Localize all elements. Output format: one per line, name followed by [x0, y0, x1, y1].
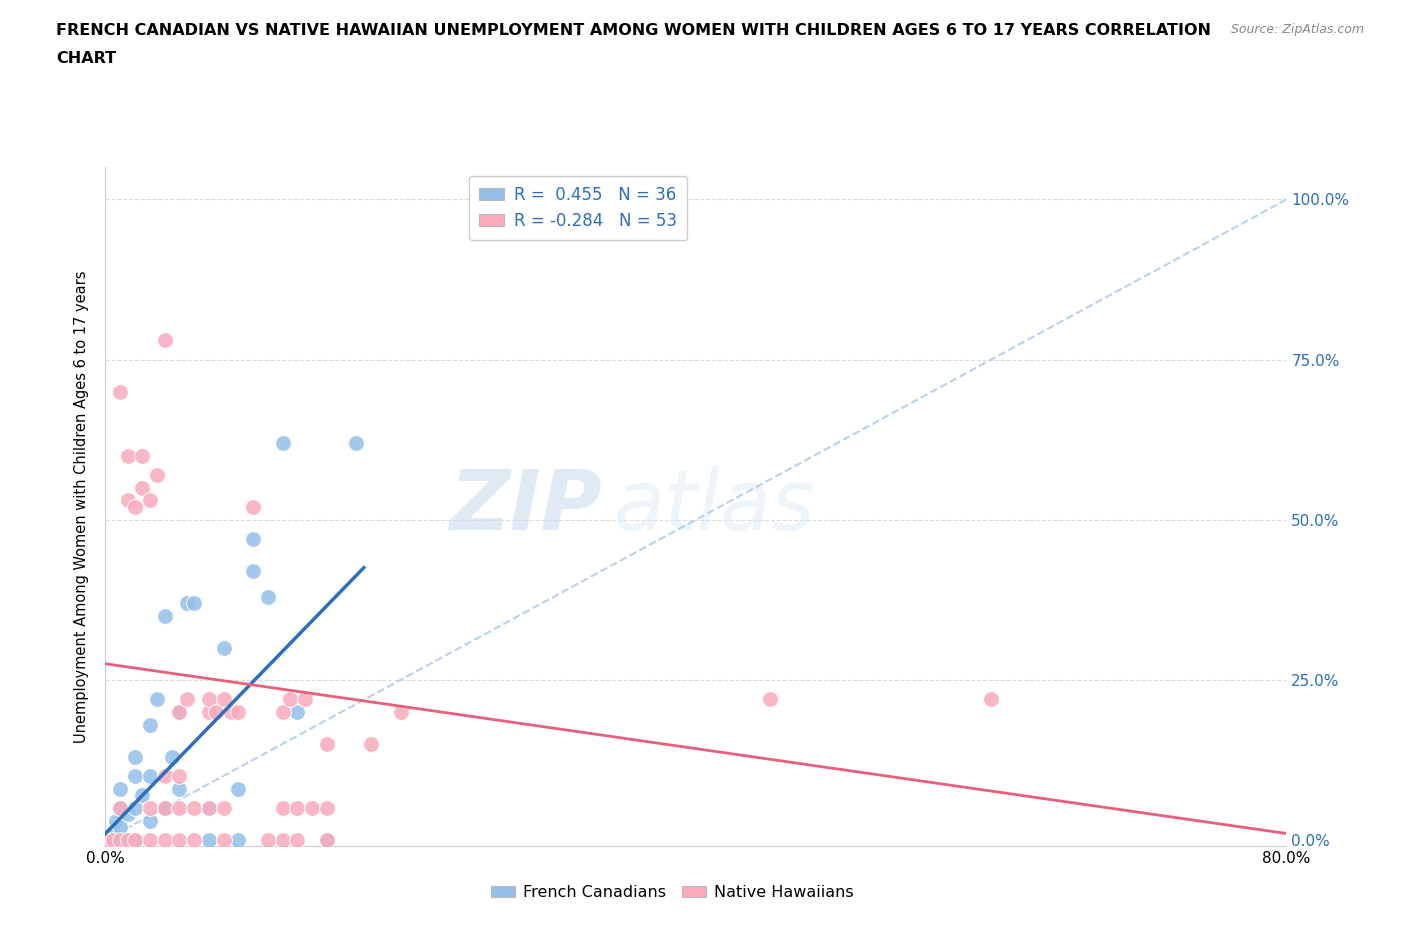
- Point: [271, 435, 294, 450]
- Point: [138, 832, 162, 847]
- Point: [315, 832, 337, 847]
- Point: [271, 832, 294, 847]
- Point: [169, 704, 191, 719]
- Point: [110, 781, 132, 796]
- Point: [117, 832, 139, 847]
- Point: [242, 499, 264, 514]
- Point: [315, 737, 337, 751]
- Text: FRENCH CANADIAN VS NATIVE HAWAIIAN UNEMPLOYMENT AMONG WOMEN WITH CHILDREN AGES 6: FRENCH CANADIAN VS NATIVE HAWAIIAN UNEMP…: [56, 23, 1211, 38]
- Point: [287, 832, 309, 847]
- Point: [256, 832, 278, 847]
- Point: [110, 819, 132, 834]
- Point: [212, 801, 235, 816]
- Point: [980, 692, 1002, 707]
- Point: [146, 692, 169, 707]
- Point: [197, 832, 219, 847]
- Point: [124, 832, 146, 847]
- Point: [169, 704, 191, 719]
- Point: [138, 801, 162, 816]
- Point: [117, 448, 139, 463]
- Point: [124, 832, 146, 847]
- Point: [153, 333, 176, 348]
- Point: [110, 801, 132, 816]
- Point: [124, 750, 146, 764]
- Text: atlas: atlas: [613, 466, 815, 548]
- Point: [294, 692, 316, 707]
- Point: [226, 781, 250, 796]
- Point: [360, 737, 382, 751]
- Point: [153, 832, 176, 847]
- Point: [124, 801, 146, 816]
- Point: [389, 704, 412, 719]
- Point: [287, 801, 309, 816]
- Point: [242, 531, 264, 546]
- Point: [759, 692, 782, 707]
- Text: CHART: CHART: [56, 51, 117, 66]
- Point: [183, 832, 205, 847]
- Point: [138, 813, 162, 828]
- Point: [205, 704, 228, 719]
- Point: [131, 788, 153, 803]
- Text: ZIP: ZIP: [449, 466, 602, 548]
- Y-axis label: Unemployment Among Women with Children Ages 6 to 17 years: Unemployment Among Women with Children A…: [75, 271, 90, 743]
- Point: [212, 692, 235, 707]
- Point: [138, 717, 162, 732]
- Point: [110, 832, 132, 847]
- Point: [242, 564, 264, 578]
- Point: [212, 641, 235, 656]
- Point: [110, 801, 132, 816]
- Point: [271, 801, 294, 816]
- Point: [117, 807, 139, 822]
- Point: [271, 704, 294, 719]
- Point: [138, 493, 162, 508]
- Point: [117, 832, 139, 847]
- Legend: French Canadians, Native Hawaiians: French Canadians, Native Hawaiians: [485, 879, 860, 906]
- Text: Source: ZipAtlas.com: Source: ZipAtlas.com: [1230, 23, 1364, 36]
- Point: [101, 826, 124, 841]
- Point: [169, 832, 191, 847]
- Point: [153, 608, 176, 623]
- Point: [183, 595, 205, 610]
- Point: [110, 384, 132, 399]
- Point: [346, 435, 368, 450]
- Point: [94, 832, 117, 847]
- Point: [169, 768, 191, 783]
- Point: [219, 704, 242, 719]
- Point: [153, 801, 176, 816]
- Point: [160, 750, 183, 764]
- Point: [153, 768, 176, 783]
- Point: [212, 832, 235, 847]
- Point: [287, 704, 309, 719]
- Point: [124, 499, 146, 514]
- Point: [197, 692, 219, 707]
- Point: [124, 768, 146, 783]
- Point: [131, 480, 153, 495]
- Point: [226, 832, 250, 847]
- Point: [169, 801, 191, 816]
- Point: [176, 595, 198, 610]
- Point: [131, 448, 153, 463]
- Point: [226, 704, 250, 719]
- Point: [315, 801, 337, 816]
- Point: [301, 801, 323, 816]
- Point: [197, 704, 219, 719]
- Point: [153, 801, 176, 816]
- Point: [146, 468, 169, 483]
- Point: [94, 832, 117, 847]
- Point: [197, 801, 219, 816]
- Point: [101, 832, 124, 847]
- Point: [169, 781, 191, 796]
- Point: [117, 493, 139, 508]
- Point: [104, 813, 127, 828]
- Point: [315, 832, 337, 847]
- Point: [256, 589, 278, 604]
- Point: [183, 801, 205, 816]
- Point: [138, 768, 162, 783]
- Point: [176, 692, 198, 707]
- Point: [278, 692, 301, 707]
- Point: [197, 801, 219, 816]
